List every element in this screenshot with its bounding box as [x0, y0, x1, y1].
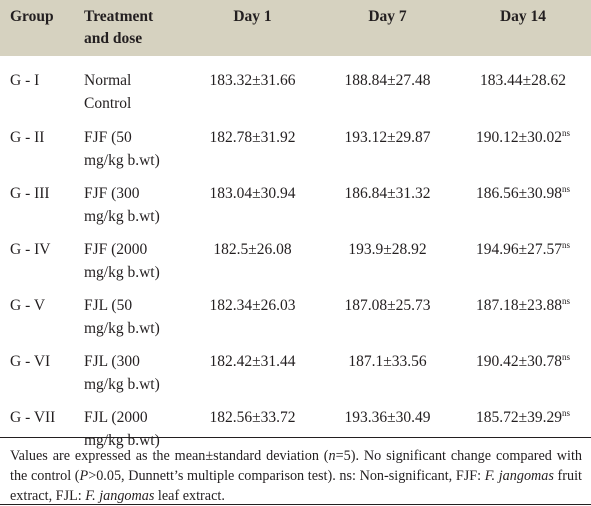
treatment-line2: mg/kg b.wt) [84, 376, 160, 393]
significance-marker: ns [562, 352, 571, 362]
cell-day1: 183.04±30.94 [209, 185, 296, 202]
cell-treatment: FJL (300 mg/kg b.wt) [79, 340, 185, 396]
table-row: G - I Normal Control 183.32±31.66 188.84±… [0, 56, 591, 116]
treatment-line1: FJF (2000 [84, 241, 148, 258]
significance-marker: ns [562, 240, 571, 250]
footnote-text-1: Values are expressed as the mean±standar… [10, 448, 329, 464]
table-row: G - V FJL (50 mg/kg b.wt) 182.34±26.03 18… [0, 284, 591, 340]
cell-treatment: FJF (50 mg/kg b.wt) [79, 116, 185, 172]
treatment-line2: mg/kg b.wt) [84, 208, 160, 225]
cell-day1: 183.32±31.66 [209, 72, 296, 89]
footnote-text-4: fruit extract, FJL: [10, 468, 582, 504]
cell-treatment: FJL (50 mg/kg b.wt) [79, 284, 185, 340]
header-day14: Day 14 [499, 8, 547, 25]
table-row: G - VI FJL (300 mg/kg b.wt) 182.42±31.44 … [0, 340, 591, 396]
cell-day14: 190.42±30.78ns [455, 340, 591, 396]
day14-value: 186.56±30.98 [475, 185, 562, 202]
treatment-line2: mg/kg b.wt) [84, 432, 160, 449]
cell-day1: 182.78±31.92 [209, 129, 296, 146]
cell-day1: 182.42±31.44 [209, 353, 296, 370]
cell-day7: 186.84±31.32 [344, 185, 431, 202]
cell-day1: 182.56±33.72 [209, 409, 296, 426]
cell-day7: 188.84±27.48 [344, 72, 431, 89]
day14-value: 185.72±39.29 [475, 409, 562, 426]
cell-treatment: Normal Control [79, 56, 185, 116]
cell-day7: 193.12±29.87 [344, 129, 431, 146]
significance-marker: ns [562, 296, 571, 306]
cell-day14: 187.18±23.88ns [455, 284, 591, 340]
footnote-n-variable: n [328, 448, 336, 464]
treatment-line1: FJF (50 [84, 129, 132, 146]
cell-day7: 187.1±33.56 [348, 353, 427, 370]
treatment-line2: mg/kg b.wt) [84, 152, 160, 169]
cell-day14: 183.44±28.62 [455, 56, 591, 116]
table-row: G - III FJF (300 mg/kg b.wt) 183.04±30.94… [0, 172, 591, 228]
cell-day7: 193.36±30.49 [344, 409, 431, 426]
header-group: Group [10, 8, 54, 25]
table-row: G - IV FJF (2000 mg/kg b.wt) 182.5±26.08 … [0, 228, 591, 284]
treatment-line2: mg/kg b.wt) [84, 320, 160, 337]
treatment-line1: FJL (300 [84, 353, 140, 370]
treatment-line1: FJF (300 [84, 185, 140, 202]
data-table: Group Treatment and dose Day 1 Day 7 Day … [0, 0, 591, 452]
cell-treatment: FJL (2000 mg/kg b.wt) [79, 396, 185, 452]
header-treatment-line1: Treatment [84, 8, 154, 25]
footnote-p-variable: P [79, 468, 89, 484]
footnote-species-2: F. jangomas [85, 488, 155, 504]
cell-group: G - VI [10, 353, 51, 370]
significance-marker: ns [562, 184, 571, 194]
footnote-text-5: leaf extract. [154, 488, 225, 504]
cell-day7: 193.9±28.92 [348, 241, 427, 258]
header-day7: Day 7 [368, 8, 407, 25]
table-bottom-rule [0, 437, 591, 438]
treatment-line1: FJL (2000 [84, 409, 148, 426]
significance-marker: ns [562, 408, 571, 418]
cell-day1: 182.5±26.08 [213, 241, 292, 258]
day14-value: 190.12±30.02 [475, 129, 562, 146]
treatment-line1: FJL (50 [84, 297, 133, 314]
significance-marker: ns [562, 128, 571, 138]
header-day1: Day 1 [233, 8, 272, 25]
footnote-text-3: >0.05, Dunnett’s multiple comparison tes… [88, 468, 485, 484]
header-treatment-line2: and dose [84, 30, 143, 47]
cell-day7: 187.08±25.73 [344, 297, 431, 314]
cell-day1: 182.34±26.03 [209, 297, 296, 314]
table-footnote: Values are expressed as the mean±standar… [10, 446, 582, 506]
header-treatment: Treatment and dose [79, 0, 185, 56]
day14-value: 190.42±30.78 [475, 353, 562, 370]
footnote-text-2: =5). No significant change compared with… [10, 448, 582, 484]
cell-group: G - VII [10, 409, 56, 426]
cell-day14: 185.72±39.29ns [455, 396, 591, 452]
cell-day14: 186.56±30.98ns [455, 172, 591, 228]
cell-group: G - I [10, 72, 40, 89]
treatment-line2: Control [84, 95, 132, 112]
day14-value: 183.44±28.62 [479, 72, 566, 89]
cell-treatment: FJF (2000 mg/kg b.wt) [79, 228, 185, 284]
cell-day14: 194.96±27.57ns [455, 228, 591, 284]
cell-group: G - II [10, 129, 45, 146]
cell-group: G - IV [10, 241, 51, 258]
footnote-species-1: F. jangomas [484, 468, 554, 484]
cell-treatment: FJF (300 mg/kg b.wt) [79, 172, 185, 228]
treatment-line1: Normal [84, 72, 132, 89]
cell-group: G - III [10, 185, 50, 202]
cell-group: G - V [10, 297, 46, 314]
cell-day14: 190.12±30.02ns [455, 116, 591, 172]
day14-value: 187.18±23.88 [475, 297, 562, 314]
header-row: Group Treatment and dose Day 1 Day 7 Day … [0, 0, 591, 56]
table-row: G - VII FJL (2000 mg/kg b.wt) 182.56±33.7… [0, 396, 591, 452]
table-row: G - II FJF (50 mg/kg b.wt) 182.78±31.92 1… [0, 116, 591, 172]
day14-value: 194.96±27.57 [475, 241, 562, 258]
treatment-line2: mg/kg b.wt) [84, 264, 160, 281]
